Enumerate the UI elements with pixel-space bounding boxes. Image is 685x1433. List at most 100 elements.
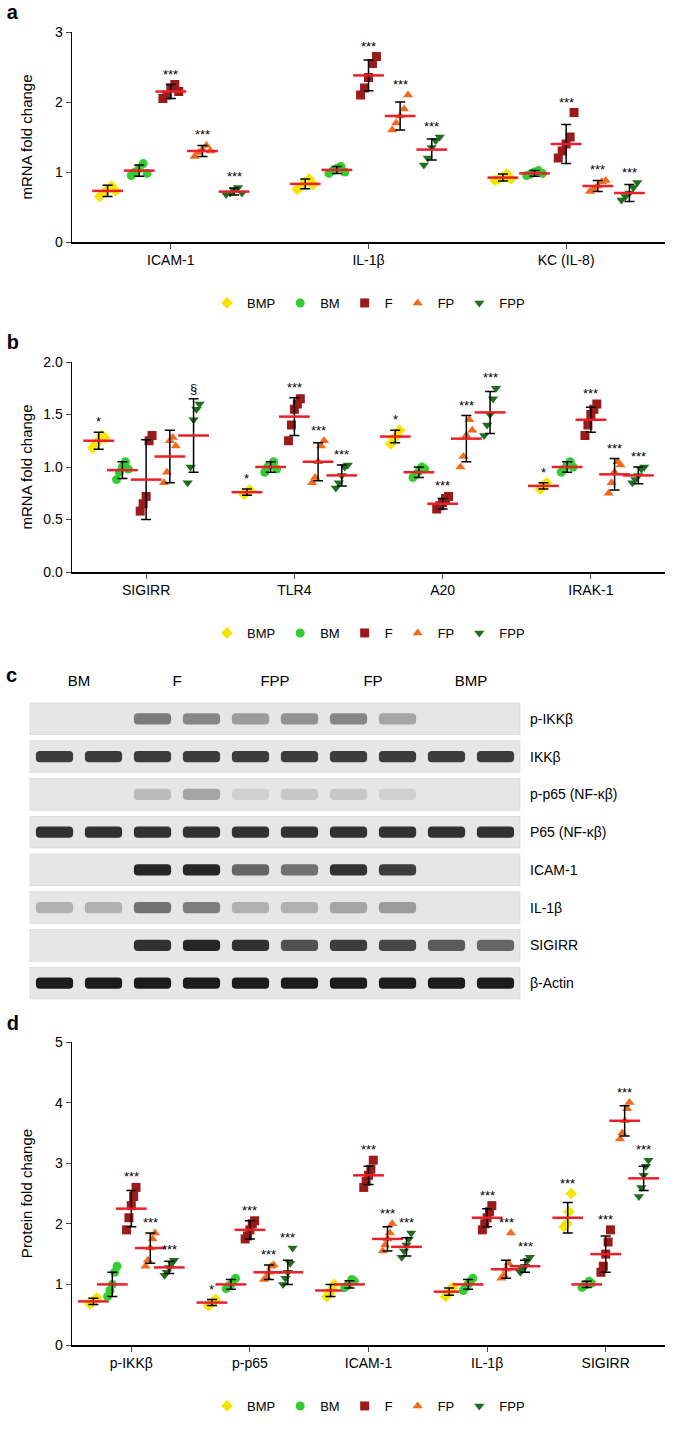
svg-text:***: *** <box>261 1247 276 1262</box>
svg-text:SIGIRR: SIGIRR <box>122 582 170 598</box>
svg-text:***: *** <box>622 165 637 180</box>
svg-text:0: 0 <box>55 234 63 250</box>
svg-text:***: *** <box>590 162 605 177</box>
svg-text:***: *** <box>380 1206 395 1221</box>
svg-text:0: 0 <box>55 1337 63 1353</box>
svg-text:F: F <box>385 626 393 641</box>
svg-text:3: 3 <box>55 1155 63 1171</box>
svg-text:b: b <box>7 331 19 353</box>
svg-text:*: * <box>96 414 101 429</box>
svg-text:***: *** <box>636 1142 651 1157</box>
svg-text:***: *** <box>393 77 408 92</box>
svg-text:***: *** <box>607 441 622 456</box>
svg-text:BMP: BMP <box>455 672 488 689</box>
svg-text:FPP: FPP <box>260 672 289 689</box>
svg-text:KC (IL-8): KC (IL-8) <box>538 252 595 268</box>
svg-text:***: *** <box>242 1203 257 1218</box>
svg-text:F: F <box>385 296 393 311</box>
svg-text:***: *** <box>361 1142 376 1157</box>
svg-text:*: * <box>244 471 249 486</box>
svg-text:***: *** <box>424 119 439 134</box>
svg-text:A20: A20 <box>430 582 455 598</box>
svg-text:***: *** <box>227 169 242 184</box>
svg-text:BMP: BMP <box>247 1399 275 1414</box>
svg-text:TLR4: TLR4 <box>277 582 311 598</box>
svg-text:§: § <box>190 381 197 396</box>
svg-text:FPP: FPP <box>499 626 524 641</box>
svg-text:p-p65 (NF-κβ): p-p65 (NF-κβ) <box>530 786 617 802</box>
svg-text:IL-1β: IL-1β <box>530 900 562 916</box>
svg-text:***: *** <box>334 447 349 462</box>
svg-text:*: * <box>209 1282 214 1297</box>
svg-text:IKKβ: IKKβ <box>530 749 561 765</box>
svg-text:F: F <box>385 1399 393 1414</box>
svg-text:***: *** <box>560 1176 575 1191</box>
svg-text:BMP: BMP <box>247 296 275 311</box>
svg-text:***: *** <box>480 1188 495 1203</box>
svg-text:FP: FP <box>438 626 455 641</box>
svg-text:Protein fold change: Protein fold change <box>18 1129 35 1258</box>
svg-text:1.0: 1.0 <box>43 459 63 475</box>
svg-text:ICAM-1: ICAM-1 <box>147 252 195 268</box>
svg-text:FPP: FPP <box>499 296 524 311</box>
svg-text:***: *** <box>598 1212 613 1227</box>
svg-text:SIGIRR: SIGIRR <box>582 1355 630 1371</box>
svg-text:***: *** <box>124 1169 139 1184</box>
svg-text:IL-1β: IL-1β <box>352 252 384 268</box>
svg-text:mRNA fold change: mRNA fold change <box>18 74 35 199</box>
svg-text:***: *** <box>617 1085 632 1100</box>
svg-text:a: a <box>7 1 19 23</box>
svg-text:***: *** <box>631 449 646 464</box>
svg-text:BM: BM <box>320 296 340 311</box>
svg-text:1.5: 1.5 <box>43 406 63 422</box>
svg-text:ICAM-1: ICAM-1 <box>345 1355 393 1371</box>
svg-text:***: *** <box>499 1215 514 1230</box>
svg-text:ICAM-1: ICAM-1 <box>530 862 578 878</box>
svg-text:*: * <box>393 412 398 427</box>
svg-text:***: *** <box>287 380 302 395</box>
svg-text:p-IKKβ: p-IKKβ <box>530 711 573 727</box>
svg-text:***: *** <box>399 1215 414 1230</box>
svg-text:***: *** <box>311 423 326 438</box>
svg-text:SIGIRR: SIGIRR <box>530 937 578 953</box>
svg-text:***: *** <box>459 398 474 413</box>
svg-text:BM: BM <box>320 626 340 641</box>
svg-text:d: d <box>7 1012 19 1034</box>
svg-text:0.0: 0.0 <box>43 564 63 580</box>
svg-text:FP: FP <box>363 672 382 689</box>
svg-text:BM: BM <box>320 1399 340 1414</box>
svg-text:β-Actin: β-Actin <box>530 975 574 991</box>
svg-text:2.0: 2.0 <box>43 354 63 370</box>
svg-text:***: *** <box>483 370 498 385</box>
svg-text:***: *** <box>518 1239 533 1254</box>
svg-text:***: *** <box>435 478 450 493</box>
svg-text:p-IKKβ: p-IKKβ <box>110 1355 153 1371</box>
svg-text:*: * <box>541 465 546 480</box>
svg-text:2: 2 <box>55 94 63 110</box>
svg-text:***: *** <box>583 386 598 401</box>
svg-text:5: 5 <box>55 1034 63 1050</box>
svg-text:***: *** <box>162 1242 177 1257</box>
svg-text:1: 1 <box>55 1276 63 1292</box>
svg-text:F: F <box>172 672 181 689</box>
svg-text:***: *** <box>280 1230 295 1245</box>
svg-text:c: c <box>6 664 17 686</box>
svg-text:***: *** <box>143 1215 158 1230</box>
svg-text:IL-1β: IL-1β <box>471 1355 503 1371</box>
svg-text:BM: BM <box>68 672 91 689</box>
svg-text:FPP: FPP <box>499 1399 524 1414</box>
svg-text:***: *** <box>195 127 210 142</box>
svg-text:BMP: BMP <box>247 626 275 641</box>
svg-text:***: *** <box>559 95 574 110</box>
svg-text:FP: FP <box>438 1399 455 1414</box>
svg-text:mRNA fold change: mRNA fold change <box>18 404 35 529</box>
svg-text:2: 2 <box>55 1216 63 1232</box>
svg-text:3: 3 <box>55 24 63 40</box>
svg-text:P65 (NF-κβ): P65 (NF-κβ) <box>530 824 607 840</box>
svg-text:FP: FP <box>438 296 455 311</box>
svg-text:IRAK-1: IRAK-1 <box>568 582 613 598</box>
svg-text:4: 4 <box>55 1095 63 1111</box>
svg-text:***: *** <box>163 67 178 82</box>
svg-text:p-p65: p-p65 <box>232 1355 268 1371</box>
svg-text:1: 1 <box>55 164 63 180</box>
